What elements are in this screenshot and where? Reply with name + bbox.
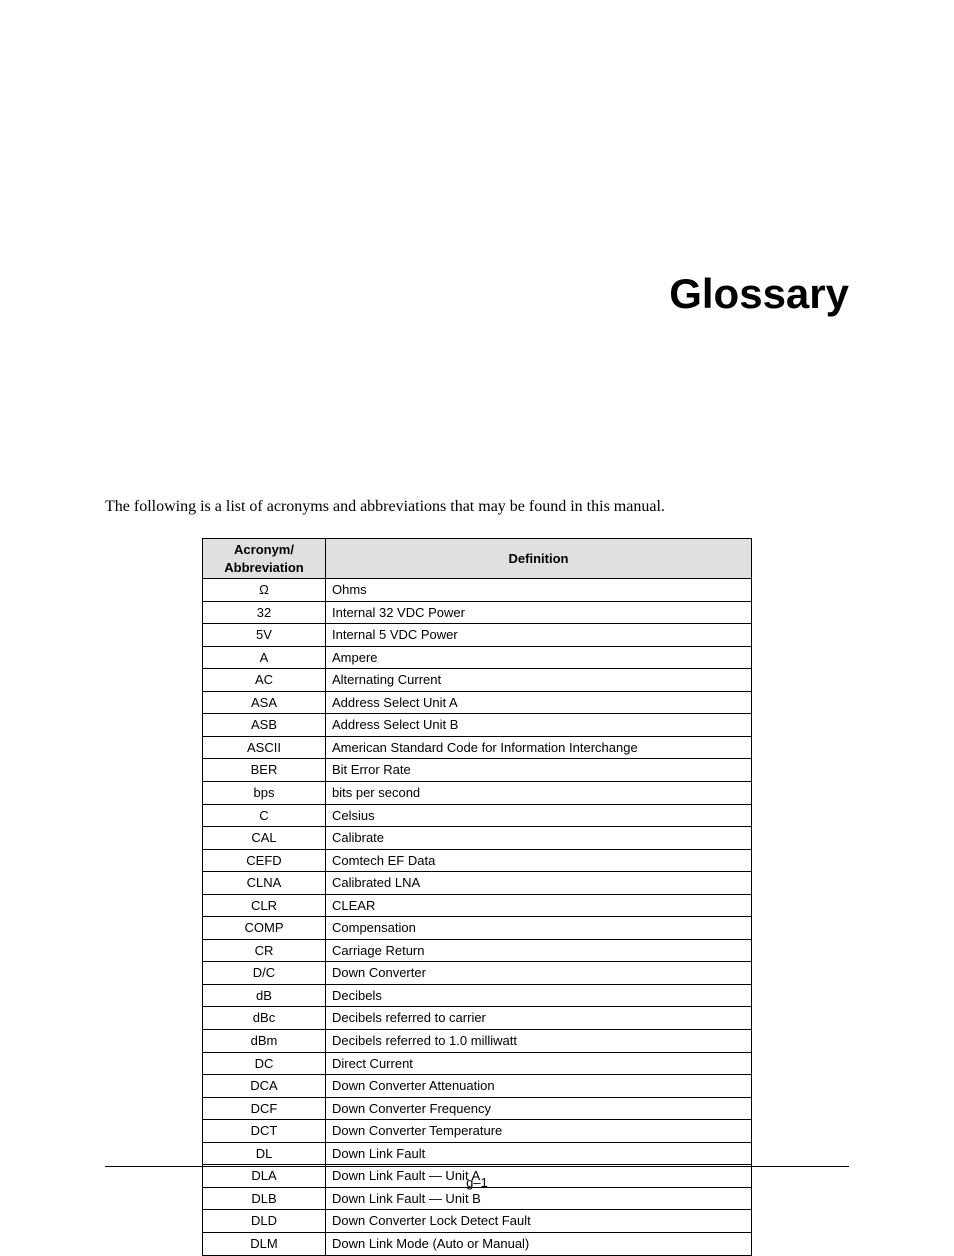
definition-cell: Celsius xyxy=(326,804,752,827)
intro-text: The following is a list of acronyms and … xyxy=(105,498,849,516)
table-row: CEFDComtech EF Data xyxy=(203,849,752,872)
acronym-cell: A xyxy=(203,646,326,669)
acronym-cell: dBc xyxy=(203,1007,326,1030)
table-row: AAmpere xyxy=(203,646,752,669)
definition-cell: Compensation xyxy=(326,917,752,940)
definition-cell: Address Select Unit B xyxy=(326,714,752,737)
page-footer: g–1 xyxy=(105,1166,849,1190)
acronym-cell: DLB xyxy=(203,1187,326,1210)
definition-cell: Down Converter Frequency xyxy=(326,1097,752,1120)
table-row: dBcDecibels referred to carrier xyxy=(203,1007,752,1030)
acronym-cell: DLM xyxy=(203,1232,326,1255)
definition-cell: Address Select Unit A xyxy=(326,691,752,714)
table-row: CALCalibrate xyxy=(203,827,752,850)
definition-cell: Down Link Fault xyxy=(326,1142,752,1165)
table-row: COMPCompensation xyxy=(203,917,752,940)
definition-cell: Calibrated LNA xyxy=(326,872,752,895)
acronym-cell: CLNA xyxy=(203,872,326,895)
acronym-cell: dB xyxy=(203,984,326,1007)
page-number: g–1 xyxy=(466,1175,488,1190)
definition-cell: Decibels referred to 1.0 milliwatt xyxy=(326,1030,752,1053)
glossary-table: Acronym/ Abbreviation Definition ΩOhms32… xyxy=(202,538,752,1256)
acronym-cell: DC xyxy=(203,1052,326,1075)
table-row: ASBAddress Select Unit B xyxy=(203,714,752,737)
table-row: D/CDown Converter xyxy=(203,962,752,985)
table-row: CRCarriage Return xyxy=(203,939,752,962)
definition-cell: bits per second xyxy=(326,782,752,805)
page-title: Glossary xyxy=(105,270,849,318)
acronym-cell: Ω xyxy=(203,579,326,602)
definition-cell: American Standard Code for Information I… xyxy=(326,736,752,759)
acronym-cell: CEFD xyxy=(203,849,326,872)
definition-cell: Carriage Return xyxy=(326,939,752,962)
acronym-cell: DCF xyxy=(203,1097,326,1120)
table-row: ACAlternating Current xyxy=(203,669,752,692)
table-row: ASCIIAmerican Standard Code for Informat… xyxy=(203,736,752,759)
header-acronym: Acronym/ Abbreviation xyxy=(203,539,326,579)
acronym-cell: 32 xyxy=(203,601,326,624)
definition-cell: Internal 5 VDC Power xyxy=(326,624,752,647)
acronym-cell: COMP xyxy=(203,917,326,940)
definition-cell: Decibels referred to carrier xyxy=(326,1007,752,1030)
definition-cell: Internal 32 VDC Power xyxy=(326,601,752,624)
acronym-cell: BER xyxy=(203,759,326,782)
acronym-cell: CAL xyxy=(203,827,326,850)
table-row: CLNACalibrated LNA xyxy=(203,872,752,895)
definition-cell: Direct Current xyxy=(326,1052,752,1075)
table-row: 5VInternal 5 VDC Power xyxy=(203,624,752,647)
definition-cell: Down Link Fault — Unit B xyxy=(326,1187,752,1210)
definition-cell: Calibrate xyxy=(326,827,752,850)
acronym-cell: D/C xyxy=(203,962,326,985)
acronym-cell: AC xyxy=(203,669,326,692)
acronym-cell: DCA xyxy=(203,1075,326,1098)
acronym-cell: bps xyxy=(203,782,326,805)
definition-cell: Ohms xyxy=(326,579,752,602)
acronym-cell: 5V xyxy=(203,624,326,647)
definition-cell: Bit Error Rate xyxy=(326,759,752,782)
table-header-row: Acronym/ Abbreviation Definition xyxy=(203,539,752,579)
acronym-cell: CR xyxy=(203,939,326,962)
acronym-cell: CLR xyxy=(203,894,326,917)
table-row: DCTDown Converter Temperature xyxy=(203,1120,752,1143)
table-row: dBmDecibels referred to 1.0 milliwatt xyxy=(203,1030,752,1053)
table-row: 32Internal 32 VDC Power xyxy=(203,601,752,624)
table-row: DCFDown Converter Frequency xyxy=(203,1097,752,1120)
definition-cell: Comtech EF Data xyxy=(326,849,752,872)
acronym-cell: DLD xyxy=(203,1210,326,1233)
definition-cell: Alternating Current xyxy=(326,669,752,692)
acronym-cell: C xyxy=(203,804,326,827)
table-row: BERBit Error Rate xyxy=(203,759,752,782)
table-row: DLBDown Link Fault — Unit B xyxy=(203,1187,752,1210)
header-acronym-line2: Abbreviation xyxy=(224,560,303,575)
table-row: ASAAddress Select Unit A xyxy=(203,691,752,714)
table-row: CLRCLEAR xyxy=(203,894,752,917)
definition-cell: Ampere xyxy=(326,646,752,669)
acronym-cell: ASB xyxy=(203,714,326,737)
table-row: bpsbits per second xyxy=(203,782,752,805)
table-row: DCADown Converter Attenuation xyxy=(203,1075,752,1098)
table-row: ΩOhms xyxy=(203,579,752,602)
definition-cell: Down Link Mode (Auto or Manual) xyxy=(326,1232,752,1255)
definition-cell: Down Converter Temperature xyxy=(326,1120,752,1143)
table-row: dBDecibels xyxy=(203,984,752,1007)
acronym-cell: ASA xyxy=(203,691,326,714)
acronym-cell: dBm xyxy=(203,1030,326,1053)
header-definition: Definition xyxy=(326,539,752,579)
definition-cell: Decibels xyxy=(326,984,752,1007)
definition-cell: Down Converter xyxy=(326,962,752,985)
definition-cell: Down Converter Attenuation xyxy=(326,1075,752,1098)
definition-cell: Down Converter Lock Detect Fault xyxy=(326,1210,752,1233)
table-row: CCelsius xyxy=(203,804,752,827)
acronym-cell: ASCII xyxy=(203,736,326,759)
table-row: DCDirect Current xyxy=(203,1052,752,1075)
table-row: DLDown Link Fault xyxy=(203,1142,752,1165)
table-row: DLMDown Link Mode (Auto or Manual) xyxy=(203,1232,752,1255)
acronym-cell: DL xyxy=(203,1142,326,1165)
header-acronym-line1: Acronym/ xyxy=(234,542,294,557)
definition-cell: CLEAR xyxy=(326,894,752,917)
table-row: DLDDown Converter Lock Detect Fault xyxy=(203,1210,752,1233)
page: Glossary The following is a list of acro… xyxy=(0,0,954,1235)
acronym-cell: DCT xyxy=(203,1120,326,1143)
